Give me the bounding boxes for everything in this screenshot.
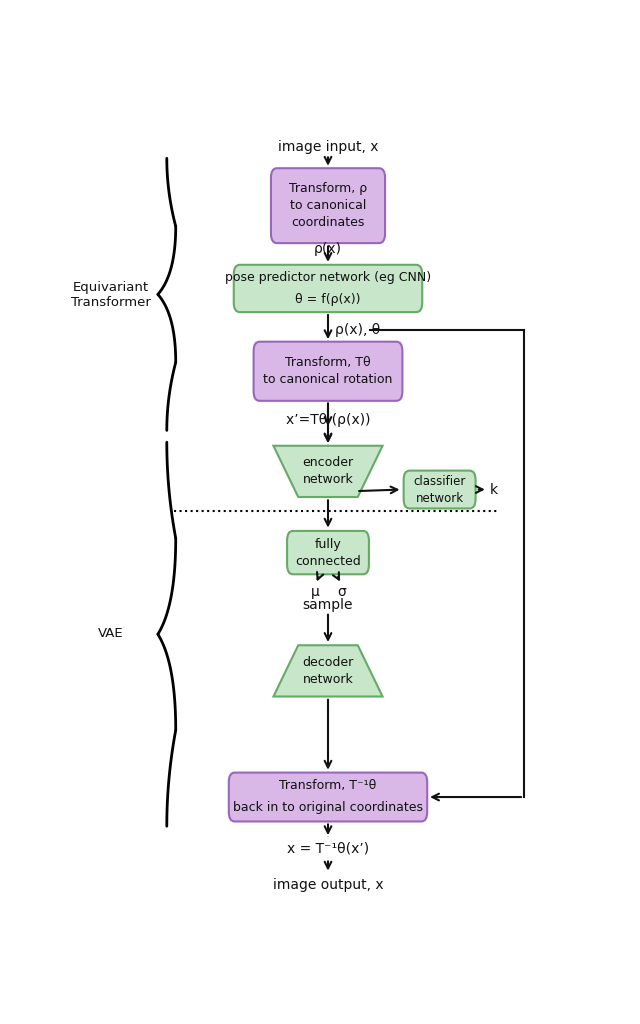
Text: ρ(x): ρ(x) <box>314 242 342 256</box>
FancyBboxPatch shape <box>229 772 428 821</box>
Text: image input, x: image input, x <box>278 139 378 154</box>
Text: x = T⁻¹θ(x’): x = T⁻¹θ(x’) <box>287 842 369 855</box>
Polygon shape <box>273 445 383 497</box>
Text: θ = f(ρ(x)): θ = f(ρ(x)) <box>295 293 361 306</box>
Text: Transform, ρ
to canonical
coordinates: Transform, ρ to canonical coordinates <box>289 182 367 229</box>
FancyBboxPatch shape <box>271 168 385 243</box>
Text: Transform, T⁻¹θ: Transform, T⁻¹θ <box>280 779 376 793</box>
FancyBboxPatch shape <box>287 530 369 574</box>
Text: classifier
network: classifier network <box>413 474 466 505</box>
Text: μ: μ <box>311 585 320 599</box>
Polygon shape <box>273 645 383 696</box>
FancyBboxPatch shape <box>234 265 422 312</box>
Text: sample: sample <box>303 598 353 612</box>
FancyBboxPatch shape <box>404 471 476 509</box>
Text: σ: σ <box>337 585 346 599</box>
Text: ρ(x), θ: ρ(x), θ <box>335 324 381 337</box>
Text: decoder
network: decoder network <box>302 656 354 686</box>
Text: encoder
network: encoder network <box>303 457 353 486</box>
FancyBboxPatch shape <box>253 342 403 400</box>
Text: x’=Tθ (ρ(x)): x’=Tθ (ρ(x)) <box>285 413 371 427</box>
Text: k: k <box>490 482 498 497</box>
Text: Transform, Tθ
to canonical rotation: Transform, Tθ to canonical rotation <box>263 356 393 386</box>
Text: image output, x: image output, x <box>273 879 383 892</box>
Text: pose predictor network (eg CNN): pose predictor network (eg CNN) <box>225 271 431 284</box>
Text: back in to original coordinates: back in to original coordinates <box>233 801 423 814</box>
Text: fully
connected: fully connected <box>295 538 361 567</box>
Text: VAE: VAE <box>98 628 124 640</box>
Text: Equivariant
Transformer: Equivariant Transformer <box>71 281 150 309</box>
